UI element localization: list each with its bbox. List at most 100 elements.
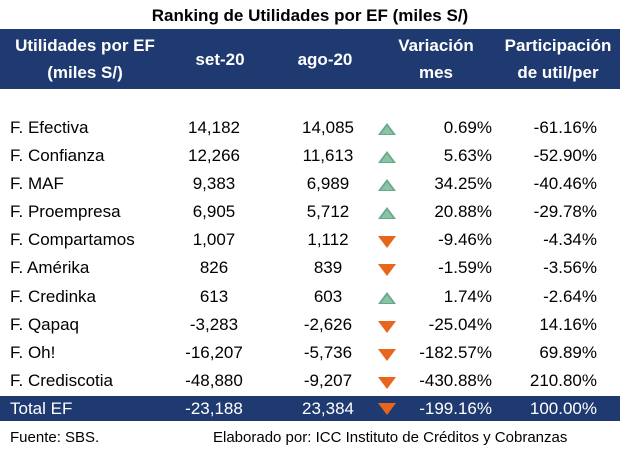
participation-value: -61.16%: [533, 118, 597, 137]
down-icon: [378, 236, 396, 249]
value-set20: 826: [199, 258, 229, 278]
table-row: F. Oh! -16,207 -5,736 -182.57% 69.89%: [0, 339, 620, 367]
value-set20: 613: [199, 286, 229, 306]
variation-value: -1.59%: [438, 258, 492, 278]
table-row: F. Amérika 826 839 -1.59% -3.56%: [0, 254, 620, 282]
up-icon: [378, 179, 396, 192]
participation-value: -3.56%: [543, 258, 597, 278]
total-ago20: 23,384: [302, 399, 354, 418]
participation-value: -40.46%: [533, 174, 597, 194]
down-icon: [378, 264, 396, 277]
table-row: F. Compartamos 1,007 1,112 -9.46% -4.34%: [0, 226, 620, 254]
entity-name: F. Amérika: [10, 258, 90, 278]
down-icon: [378, 320, 396, 333]
value-set20: 12,266: [188, 146, 240, 166]
value-ago20: -2,626: [303, 314, 353, 334]
trend-cell: [374, 254, 398, 282]
trend-cell: [374, 226, 398, 254]
total-trend-cell: [374, 396, 398, 421]
header-participation-line1: Participación: [504, 36, 612, 55]
up-icon: [378, 151, 396, 164]
entity-name: F. Compartamos: [10, 230, 135, 250]
value-set20: -48,880: [185, 370, 243, 390]
up-icon: [378, 207, 396, 220]
total-variation: -199.16%: [419, 399, 492, 418]
entity-name: F. Proempresa: [10, 202, 121, 222]
participation-value: 14.16%: [539, 314, 597, 334]
variation-value: -182.57%: [419, 342, 492, 362]
footer-credit: Elaborado por: ICC Instituto de Créditos…: [213, 429, 568, 446]
trend-cell: [374, 114, 398, 142]
table-row: F. MAF 9,383 6,989 34.25% -40.46%: [0, 170, 620, 198]
participation-value: -29.78%: [533, 202, 597, 222]
header-entity-line1: Utilidades por EF: [15, 36, 155, 55]
entity-name: F. Efectiva: [10, 118, 89, 137]
entity-name: F. Qapaq: [10, 314, 79, 334]
value-set20: 6,905: [192, 202, 236, 222]
trend-cell: [374, 339, 398, 367]
value-set20: 1,007: [192, 230, 236, 250]
value-ago20: 603: [313, 286, 343, 306]
table-header: Utilidades por EF (miles S/) set-20 ago-…: [0, 29, 620, 89]
header-variation-line1: Variación: [398, 36, 474, 55]
footer-source: Fuente: SBS.: [10, 429, 100, 446]
header-ago20-label: ago-20: [297, 49, 353, 69]
header-participation-line2: de util/per: [517, 63, 599, 82]
participation-value: 69.89%: [539, 342, 597, 362]
participation-value: 210.80%: [529, 370, 597, 390]
value-set20: 9,383: [192, 174, 236, 194]
total-participation: 100.00%: [529, 399, 597, 418]
variation-value: 1.74%: [443, 286, 492, 306]
value-ago20: 6,989: [306, 174, 350, 194]
table-row: F. Crediscotia -48,880 -9,207 -430.88% 210.8…: [0, 367, 620, 395]
entity-name: F. Oh!: [10, 342, 56, 362]
header-ago20: ago-20: [270, 29, 380, 89]
value-ago20: 839: [313, 258, 343, 278]
variation-value: -430.88%: [419, 370, 492, 390]
table-row: F. Credinka 613 603 1.74% -2.64%: [0, 283, 620, 311]
value-set20: -3,283: [189, 314, 239, 334]
trend-cell: [374, 142, 398, 170]
header-set20: set-20: [170, 29, 270, 89]
header-entity: Utilidades por EF (miles S/): [0, 29, 170, 89]
variation-value: 34.25%: [434, 174, 492, 194]
value-set20: -16,207: [185, 342, 243, 362]
value-ago20: 14,085: [302, 118, 354, 137]
entity-name: F. Confianza: [10, 146, 105, 166]
value-ago20: 5,712: [306, 202, 350, 222]
entity-name: F. MAF: [10, 174, 64, 194]
up-icon: [378, 123, 396, 135]
participation-value: -52.90%: [533, 146, 597, 166]
value-ago20: 11,613: [302, 146, 354, 166]
down-icon: [378, 376, 396, 389]
variation-value: -25.04%: [428, 314, 492, 334]
trend-cell: [374, 170, 398, 198]
total-row: Total EF -23,188 23,384 -199.16% 100.00%: [0, 396, 620, 421]
header-set20-label: set-20: [195, 49, 245, 69]
variation-value: 20.88%: [434, 202, 492, 222]
table-row: F. Qapaq -3,283 -2,626 -25.04% 14.16%: [0, 311, 620, 339]
table-row: F. Proempresa 6,905 5,712 20.88% -29.78%: [0, 198, 620, 226]
value-set20: 14,182: [188, 118, 240, 137]
header-entity-line2: (miles S/): [47, 63, 123, 82]
value-ago20: -5,736: [303, 342, 353, 362]
table-row: F. Efectiva 14,182 14,085 0.69% -61.16%: [0, 114, 620, 142]
down-icon: [378, 403, 396, 415]
header-variation: Variación mes: [380, 29, 492, 89]
down-icon: [378, 348, 396, 361]
trend-cell: [374, 367, 398, 395]
entity-name: F. Crediscotia: [10, 370, 113, 390]
trend-cell: [374, 283, 398, 311]
variation-value: -9.46%: [438, 230, 492, 250]
entity-name: F. Credinka: [10, 286, 96, 306]
total-set20: -23,188: [185, 399, 243, 418]
total-label: Total EF: [10, 399, 73, 418]
trend-cell: [374, 198, 398, 226]
header-participation: Participación de util/per: [496, 29, 620, 89]
participation-value: -2.64%: [543, 286, 597, 306]
table-row: F. Confianza 12,266 11,613 5.63% -52.90%: [0, 142, 620, 170]
table-title: Ranking de Utilidades por EF (miles S/): [151, 6, 469, 25]
variation-value: 0.69%: [443, 118, 492, 137]
table-body: F. Efectiva 14,182 14,085 0.69% -61.16% F. Co…: [0, 114, 620, 395]
